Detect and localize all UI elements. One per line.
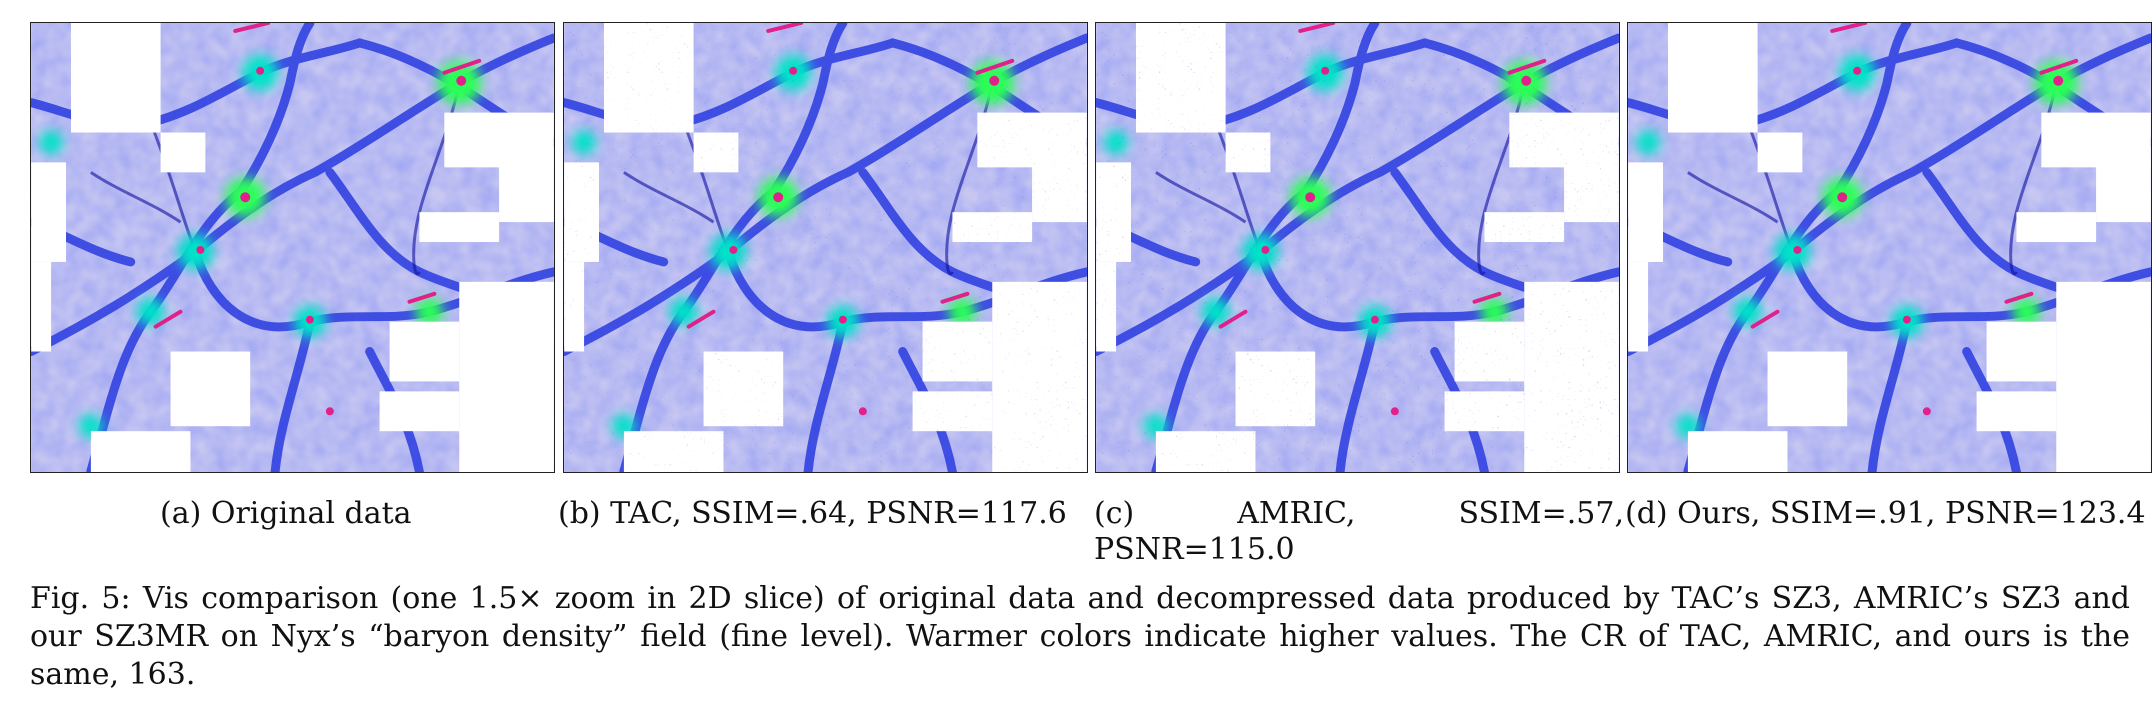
panel-amric [1095,22,1620,473]
subcaption-text: TAC, SSIM=.64, PSNR=117.6 [610,496,1067,531]
panel-original-data [30,22,555,473]
subcaption-text-word: SSIM=.57, [1458,496,1624,531]
subcaption-label: (c) [1094,496,1135,531]
figure-caption: Fig. 5: Vis comparison (one 1.5× zoom in… [30,581,2130,692]
panel-ours [1627,22,2152,473]
density-slice-original [31,23,554,472]
subcaption-text-word: AMRIC, [1237,496,1356,531]
subcaption-text: Ours, SSIM=.91, PSNR=123.4 [1677,496,2146,531]
subcaption-b: (b) TAC, SSIM=.64, PSNR=117.6 [558,496,1067,532]
panel-tac [563,22,1088,473]
subcaption-text: Original data [210,496,412,531]
subcaption-label: (a) [160,496,202,531]
subcaption-d: (d) Ours, SSIM=.91, PSNR=123.4 [1625,496,2146,532]
subcaption-label: (d) [1625,496,1668,531]
subcaption-a: (a) Original data [160,496,412,532]
subcaption-text-word: PSNR=115.0 [1094,532,1295,567]
density-slice-amric [1096,23,1619,472]
density-slice-tac [564,23,1087,472]
subcaption-label: (b) [558,496,601,531]
subcaption-c: (c) AMRIC, SSIM=.57, PSNR=115.0 [1094,496,1624,568]
density-slice-ours [1628,23,2151,472]
